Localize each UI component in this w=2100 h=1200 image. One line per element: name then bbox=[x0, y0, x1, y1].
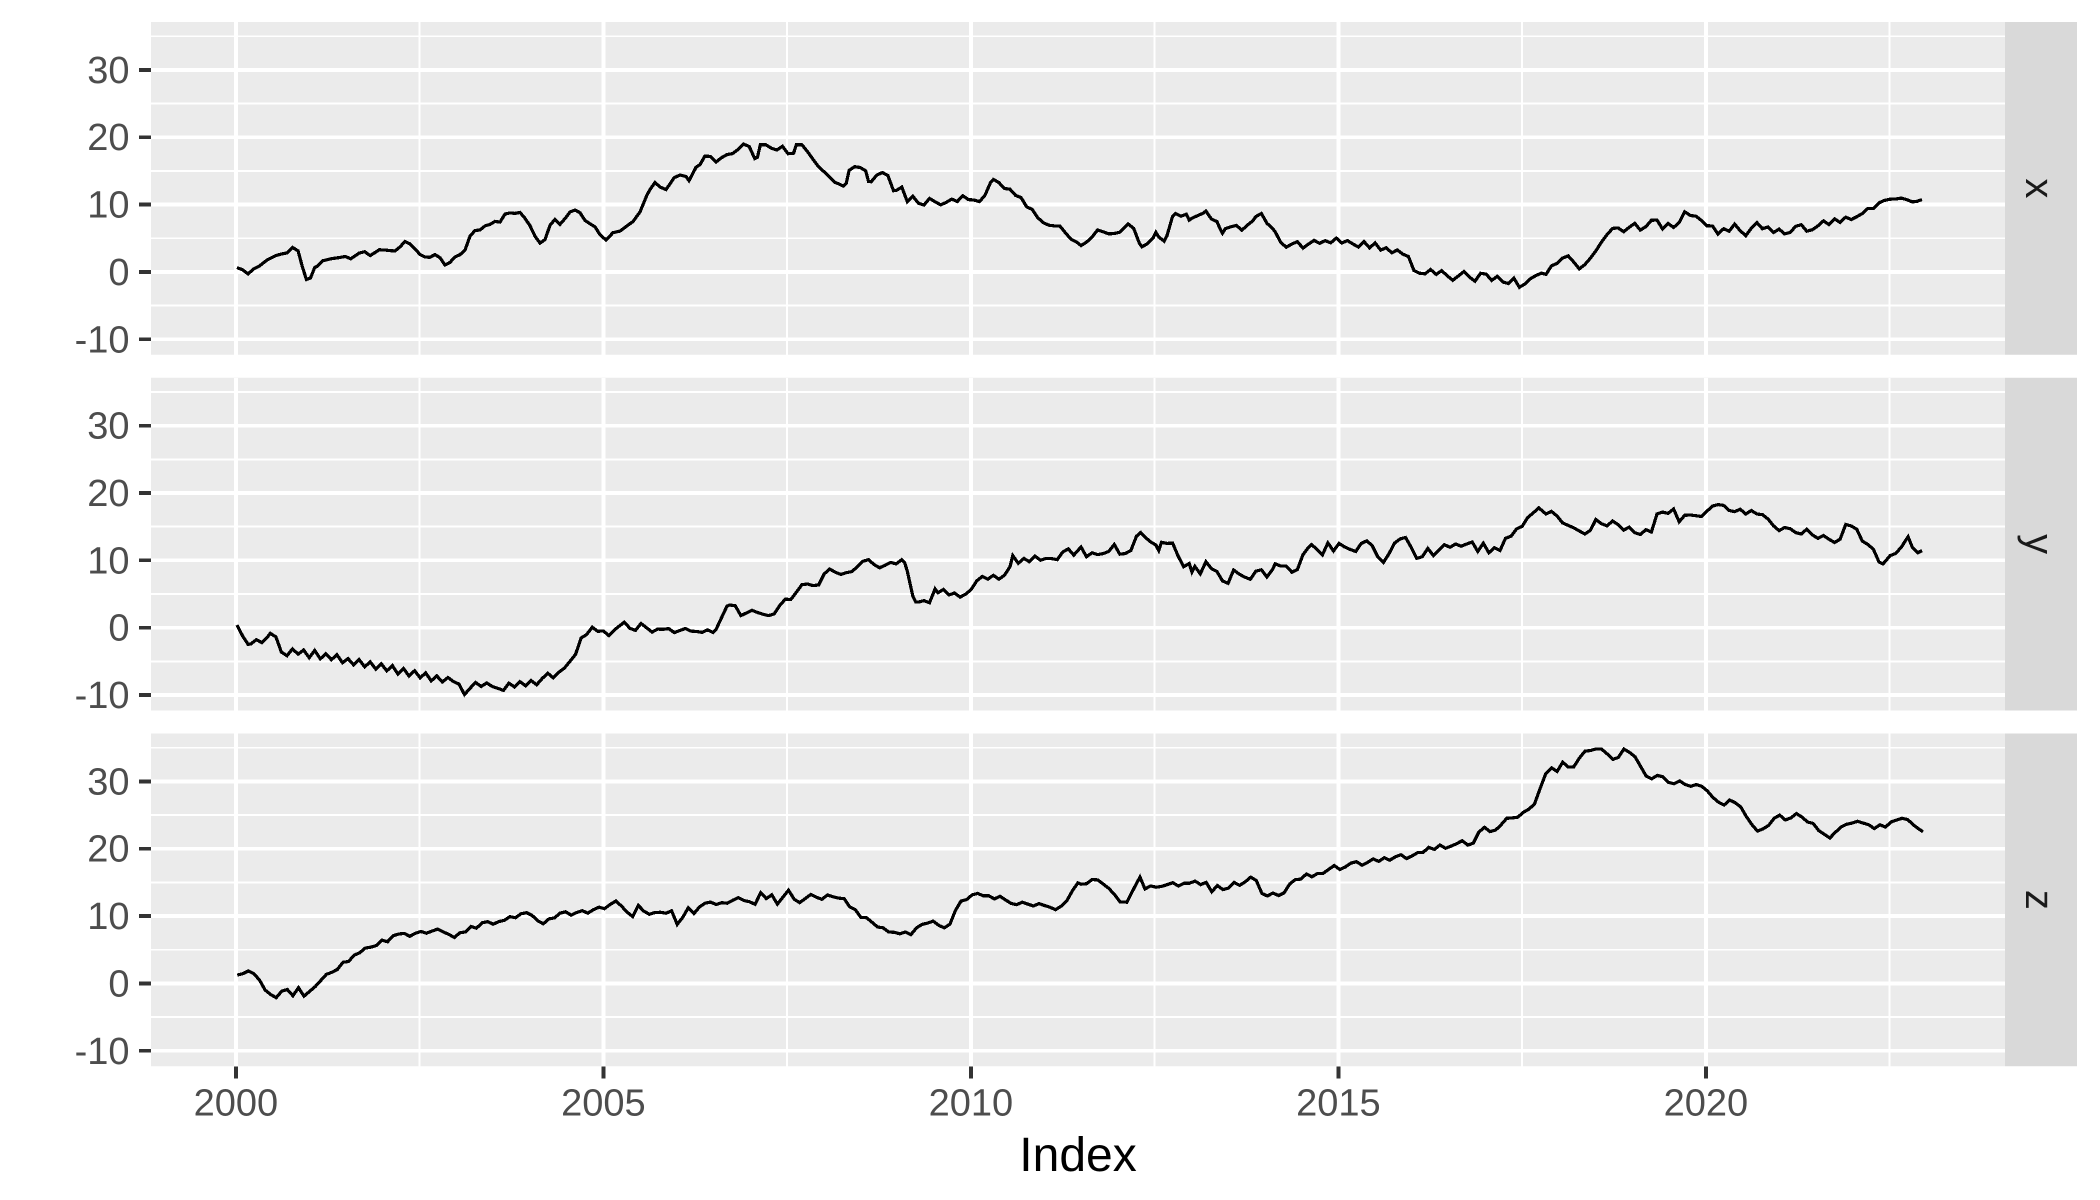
svg-text:x: x bbox=[2017, 178, 2061, 198]
svg-text:10: 10 bbox=[87, 896, 129, 938]
svg-text:Index: Index bbox=[1019, 1129, 1136, 1182]
svg-text:-10: -10 bbox=[75, 1031, 130, 1073]
svg-text:2000: 2000 bbox=[194, 1083, 279, 1125]
svg-text:-10: -10 bbox=[75, 675, 130, 717]
svg-text:10: 10 bbox=[87, 185, 129, 227]
svg-text:0: 0 bbox=[108, 252, 129, 294]
svg-text:30: 30 bbox=[87, 406, 129, 448]
svg-text:20: 20 bbox=[87, 117, 129, 159]
svg-text:0: 0 bbox=[108, 608, 129, 650]
svg-text:z: z bbox=[2017, 890, 2061, 910]
svg-text:30: 30 bbox=[87, 50, 129, 92]
svg-text:2015: 2015 bbox=[1296, 1083, 1381, 1125]
svg-text:10: 10 bbox=[87, 540, 129, 582]
svg-text:2020: 2020 bbox=[1664, 1083, 1749, 1125]
svg-text:20: 20 bbox=[87, 473, 129, 515]
svg-text:0: 0 bbox=[108, 963, 129, 1005]
svg-text:30: 30 bbox=[87, 761, 129, 803]
svg-text:20: 20 bbox=[87, 829, 129, 871]
svg-text:2010: 2010 bbox=[929, 1083, 1014, 1125]
svg-text:y: y bbox=[2017, 534, 2061, 554]
svg-text:-10: -10 bbox=[75, 319, 130, 361]
svg-text:2005: 2005 bbox=[561, 1083, 646, 1125]
